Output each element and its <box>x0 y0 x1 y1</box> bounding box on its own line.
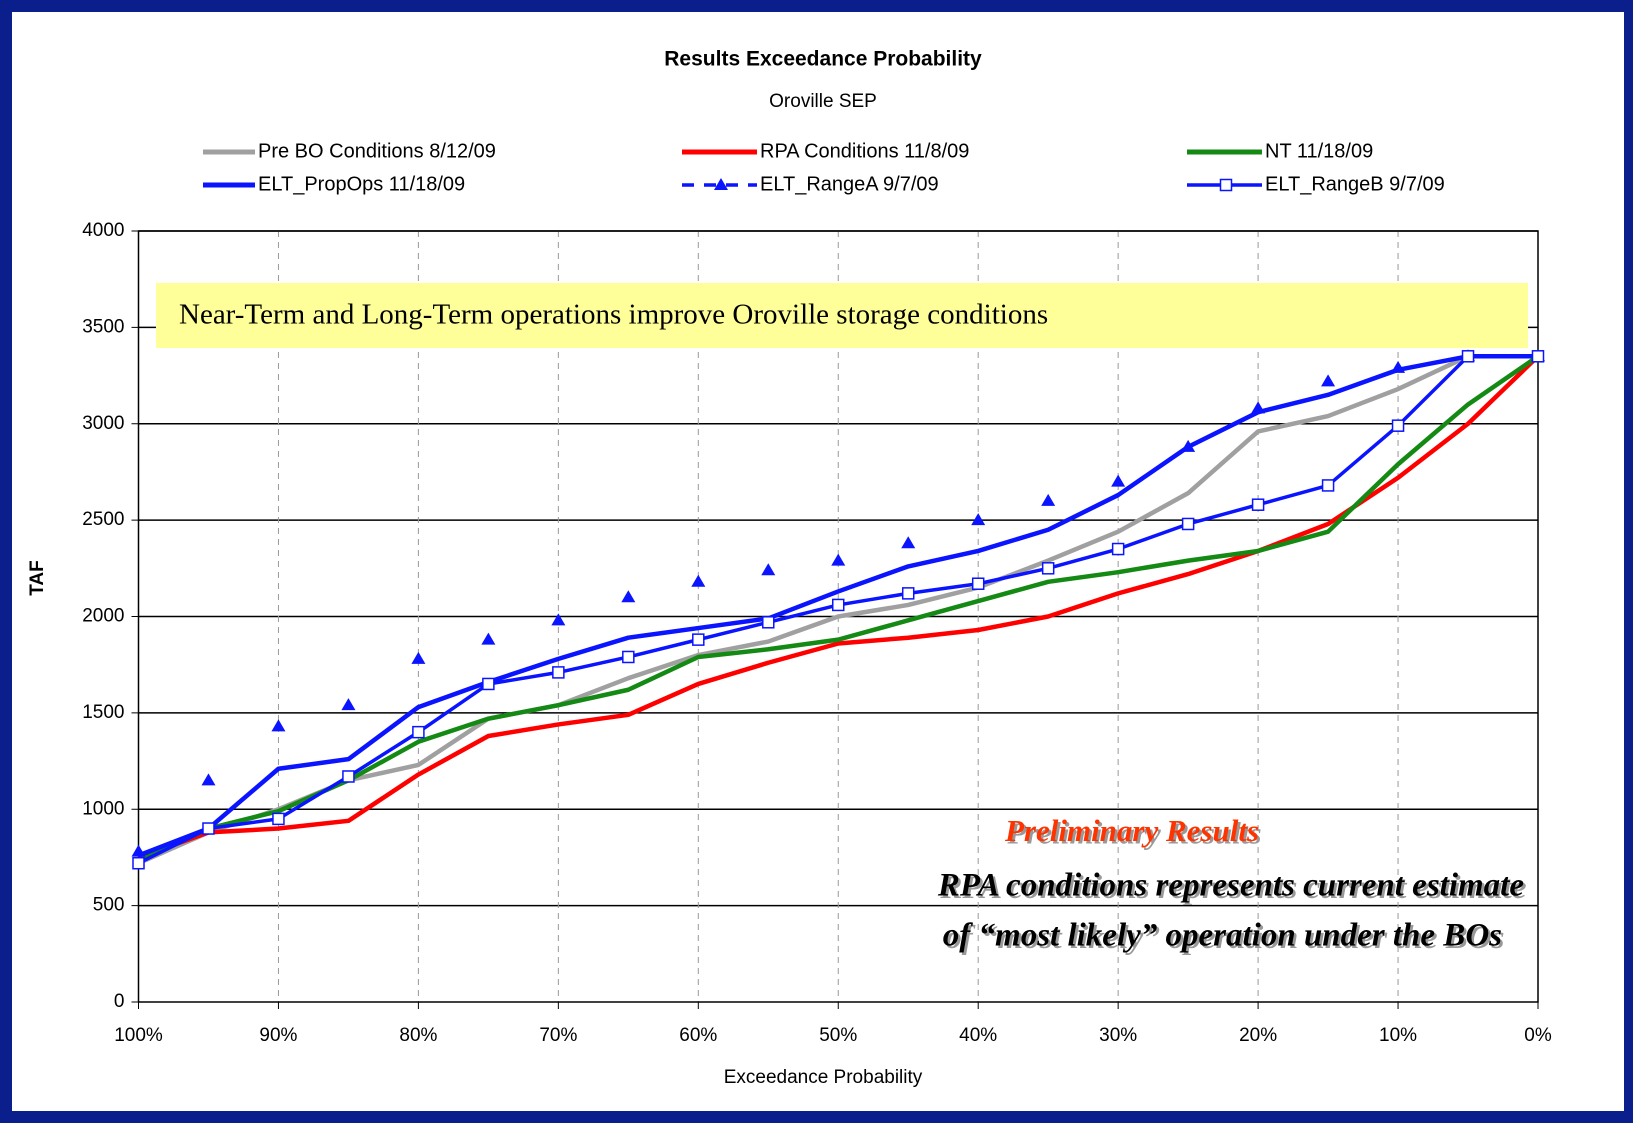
x-tick-label: 90% <box>259 1025 297 1046</box>
x-tick-label: 10% <box>1379 1025 1417 1046</box>
series <box>132 350 1545 870</box>
marker <box>901 536 916 549</box>
marker <box>412 725 425 739</box>
annotation-shadow: RPA conditions represents current estima… <box>939 870 1526 906</box>
marker <box>131 844 146 857</box>
legend-marker <box>714 178 728 190</box>
legend-label: ELT_RangeB 9/7/09 <box>1265 173 1445 195</box>
marker <box>761 563 776 576</box>
marker <box>1111 474 1126 487</box>
y-tick-label: 1500 <box>82 702 124 723</box>
annotation: of “most likely” operation under the BOs <box>943 918 1502 954</box>
y-axis-label: TAF <box>27 560 48 596</box>
marker <box>1111 542 1125 556</box>
marker <box>271 719 286 732</box>
data-line <box>137 354 1540 860</box>
x-tick-label: 20% <box>1239 1025 1277 1046</box>
marker <box>272 812 285 826</box>
marker <box>762 616 775 629</box>
annotation: Near-Term and Long-Term operations impro… <box>179 299 1048 331</box>
marker <box>1321 479 1335 492</box>
marker <box>342 770 355 783</box>
chart-title: Results Exceedance Probability <box>664 48 982 71</box>
marker <box>341 698 356 711</box>
y-tick-label: 2500 <box>82 509 124 530</box>
marker <box>481 632 496 645</box>
annotation-shadow: of “most likely” operation under the BOs <box>945 920 1504 956</box>
annotation: Preliminary Results <box>1004 813 1259 848</box>
x-tick-label: 30% <box>1099 1025 1137 1046</box>
x-tick-label: 40% <box>959 1025 997 1046</box>
data-line <box>137 354 1540 864</box>
data-line <box>137 354 1538 866</box>
marker <box>1251 498 1265 511</box>
annotation: RPA conditions represents current estima… <box>937 868 1524 904</box>
marker <box>482 677 495 691</box>
marker <box>1181 439 1196 452</box>
marker <box>1391 360 1406 373</box>
x-tick-label: 80% <box>399 1025 437 1046</box>
series <box>137 354 1540 864</box>
y-tick-label: 0 <box>114 991 125 1012</box>
marker <box>1391 419 1405 432</box>
marker <box>1251 401 1266 414</box>
marker <box>202 822 215 835</box>
marker <box>551 613 566 626</box>
y-tick-label: 2000 <box>82 606 124 627</box>
marker <box>691 574 706 587</box>
marker <box>621 590 636 603</box>
legend-label: NT 11/18/09 <box>1265 140 1373 162</box>
slide-background <box>12 12 1624 1111</box>
x-tick-label: 50% <box>819 1025 857 1046</box>
legend-label: Pre BO Conditions 8/12/09 <box>258 140 496 162</box>
legend-label: ELT_RangeA 9/7/09 <box>760 173 939 195</box>
legend-item: RPA Conditions 11/8/09 <box>682 140 969 162</box>
legend-item: ELT_RangeB 9/7/09 <box>1187 173 1445 195</box>
y-tick-label: 500 <box>93 895 125 916</box>
legend-item: NT 11/18/09 <box>1187 140 1373 162</box>
marker <box>1041 493 1056 506</box>
marker <box>622 650 635 664</box>
marker <box>1531 350 1545 363</box>
plot-frame <box>137 230 1539 1003</box>
y-tick-label: 3000 <box>82 413 124 434</box>
marker <box>1461 350 1475 363</box>
legend-item: Pre BO Conditions 8/12/09 <box>203 140 496 162</box>
annotation-box <box>156 283 1528 348</box>
series <box>137 354 1538 866</box>
data-line <box>137 354 1538 858</box>
legend-label: ELT_PropOps 11/18/09 <box>258 173 465 195</box>
marker <box>1181 517 1195 531</box>
chart-subtitle: Oroville SEP <box>769 91 877 112</box>
marker <box>552 666 565 679</box>
marker <box>971 513 986 526</box>
annotation-shadow: Preliminary Results <box>1006 816 1261 851</box>
series <box>137 354 1538 858</box>
y-tick-label: 1000 <box>82 798 124 819</box>
marker <box>1041 562 1055 575</box>
marker <box>411 651 426 664</box>
marker <box>692 633 705 646</box>
legend-item: ELT_PropOps 11/18/09 <box>203 173 465 195</box>
marker <box>901 587 915 600</box>
x-axis-label: Exceedance Probability <box>724 1067 923 1088</box>
legend-item: ELT_RangeA 9/7/09 <box>682 173 939 195</box>
x-tick-label: 0% <box>1524 1025 1552 1046</box>
marker <box>132 856 145 870</box>
y-tick-label: 4000 <box>82 220 124 241</box>
legend-marker <box>1219 178 1233 192</box>
marker <box>832 598 845 612</box>
legend-label: RPA Conditions 11/8/09 <box>760 140 969 162</box>
marker <box>971 577 985 590</box>
x-tick-label: 60% <box>679 1025 717 1046</box>
marker <box>831 553 846 566</box>
x-tick-label: 100% <box>114 1025 163 1046</box>
x-tick-label: 70% <box>539 1025 577 1046</box>
marker <box>201 773 216 786</box>
marker <box>1321 374 1336 387</box>
series <box>137 354 1540 860</box>
y-tick-label: 3500 <box>82 316 124 337</box>
